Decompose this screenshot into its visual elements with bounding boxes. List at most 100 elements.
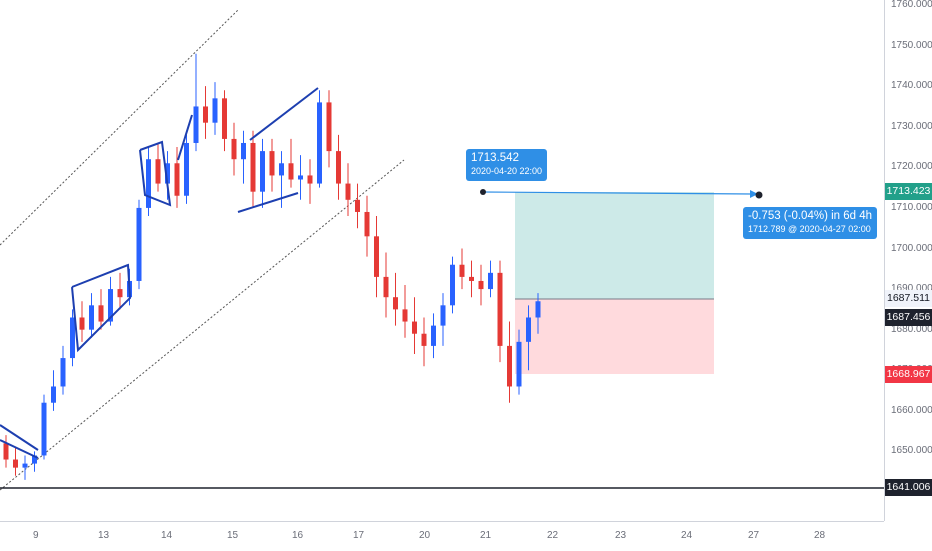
candle-body bbox=[250, 142, 256, 192]
candle-body bbox=[41, 402, 47, 456]
candle-body bbox=[98, 305, 104, 322]
channel-lower-line[interactable] bbox=[0, 159, 405, 491]
candle-body bbox=[136, 207, 142, 281]
measure-arrow-head bbox=[750, 190, 758, 198]
candle-body bbox=[307, 175, 313, 184]
flag-pattern[interactable] bbox=[71, 263, 132, 353]
target-zone[interactable] bbox=[515, 192, 714, 299]
measure-start-point[interactable] bbox=[480, 189, 486, 195]
wedge-left[interactable] bbox=[0, 424, 39, 451]
measure-callout[interactable]: -0.753 (-0.04%) in 6d 4h 1712.789 @ 2020… bbox=[743, 207, 878, 239]
price-tick-label: 1660.000 bbox=[891, 404, 932, 416]
candle-body bbox=[393, 297, 398, 310]
candle-body bbox=[355, 199, 360, 212]
current-price-tag: 1687.456 bbox=[885, 309, 932, 326]
candle-body bbox=[516, 341, 522, 387]
candle-body bbox=[497, 272, 503, 346]
time-tick-label: 27 bbox=[748, 530, 760, 541]
price-tick-label: 1710.000 bbox=[891, 201, 932, 213]
time-tick-label: 15 bbox=[227, 530, 239, 541]
wedge-pattern[interactable] bbox=[249, 87, 319, 141]
candle-body bbox=[3, 443, 9, 460]
time-tick-label: 23 bbox=[615, 530, 627, 541]
candle-body bbox=[488, 272, 493, 290]
time-tick-label: 14 bbox=[161, 530, 173, 541]
candle-body bbox=[146, 159, 151, 208]
candle-body bbox=[402, 309, 408, 322]
candle-body bbox=[70, 317, 75, 359]
measure-end-point[interactable] bbox=[755, 191, 763, 199]
price-tick-label: 1700.000 bbox=[891, 242, 932, 254]
price-tick-label: 1730.000 bbox=[891, 120, 932, 132]
candle-body bbox=[212, 98, 218, 123]
candle-body bbox=[241, 142, 246, 160]
candle-body bbox=[383, 276, 389, 298]
price-chart-svg[interactable] bbox=[0, 0, 884, 521]
candle-body bbox=[412, 321, 417, 334]
candle-body bbox=[89, 305, 94, 330]
measure-sub-text: 1712.789 @ 2020-04-27 02:00 bbox=[748, 224, 871, 234]
candle-body bbox=[364, 211, 370, 237]
triangle-pattern-2[interactable] bbox=[177, 114, 193, 161]
time-tick-label: 21 bbox=[480, 530, 492, 541]
candle-body bbox=[336, 151, 341, 184]
stop-zone[interactable] bbox=[515, 299, 714, 374]
candle-body bbox=[326, 102, 332, 152]
level-tag-1687-511: 1687.511 bbox=[885, 290, 932, 307]
triangle-pattern-1[interactable] bbox=[139, 140, 172, 207]
candle-body bbox=[22, 463, 28, 468]
measure-arrow-line[interactable] bbox=[482, 191, 753, 195]
wedge-left-bottom[interactable] bbox=[0, 439, 39, 459]
wedge-pattern-bottom[interactable] bbox=[237, 192, 299, 213]
candle-body bbox=[260, 151, 265, 192]
time-tick-label: 24 bbox=[681, 530, 693, 541]
candle-body bbox=[431, 325, 436, 346]
candle-body bbox=[165, 163, 170, 184]
candle-body bbox=[174, 163, 180, 196]
candle-body bbox=[374, 236, 379, 277]
measure-main-text: -0.753 (-0.04%) in 6d 4h bbox=[748, 210, 873, 222]
price-tick-label: 1760.000 bbox=[891, 0, 932, 10]
time-axis[interactable]: 9 13 14 15 16 17 20 21 22 23 24 27 28 bbox=[0, 521, 884, 551]
price-tick-label: 1740.000 bbox=[891, 80, 932, 92]
candle-body bbox=[535, 301, 541, 318]
candles-group bbox=[3, 53, 541, 480]
price-tick-label: 1720.000 bbox=[891, 161, 932, 173]
candle-body bbox=[440, 305, 446, 326]
support-tag: 1641.006 bbox=[885, 479, 932, 496]
candle-body bbox=[288, 163, 294, 180]
candle-body bbox=[79, 317, 85, 330]
candle-body bbox=[298, 175, 303, 180]
candle-body bbox=[345, 183, 351, 200]
entry-callout[interactable]: 1713.542 2020-04-20 22:00 bbox=[466, 149, 548, 181]
pattern-drawings bbox=[0, 87, 319, 459]
last-price-tag: 1713.423 bbox=[885, 183, 932, 200]
candle-body bbox=[60, 358, 66, 387]
price-tick-label: 1750.000 bbox=[891, 39, 932, 51]
candle-body bbox=[51, 386, 56, 403]
price-tick-label: 1650.000 bbox=[891, 445, 932, 457]
price-tick-label: 1680.000 bbox=[891, 323, 932, 335]
channel-upper-line[interactable] bbox=[0, 9, 239, 246]
candle-body bbox=[507, 345, 512, 387]
candle-body bbox=[13, 459, 18, 468]
candle-body bbox=[203, 106, 208, 123]
candle-body bbox=[450, 264, 455, 306]
time-tick-label: 22 bbox=[547, 530, 559, 541]
chart-plot-area[interactable]: 1713.542 2020-04-20 22:00 -0.753 (-0.04%… bbox=[0, 0, 884, 521]
candle-body bbox=[222, 98, 227, 139]
candle-body bbox=[32, 455, 37, 464]
candle-body bbox=[469, 276, 474, 281]
candle-body bbox=[478, 280, 484, 290]
candle-body bbox=[279, 163, 284, 176]
candle-body bbox=[459, 264, 465, 277]
time-tick-label: 9 bbox=[33, 530, 39, 541]
candle-body bbox=[184, 142, 189, 196]
candle-body bbox=[526, 317, 531, 342]
price-axis[interactable]: 1760.000 1750.000 1740.000 1730.000 1720.000… bbox=[884, 0, 932, 521]
time-tick-label: 20 bbox=[419, 530, 431, 541]
time-tick-label: 13 bbox=[98, 530, 110, 541]
candle-body bbox=[269, 151, 275, 176]
entry-callout-date: 2020-04-20 22:00 bbox=[471, 166, 543, 176]
